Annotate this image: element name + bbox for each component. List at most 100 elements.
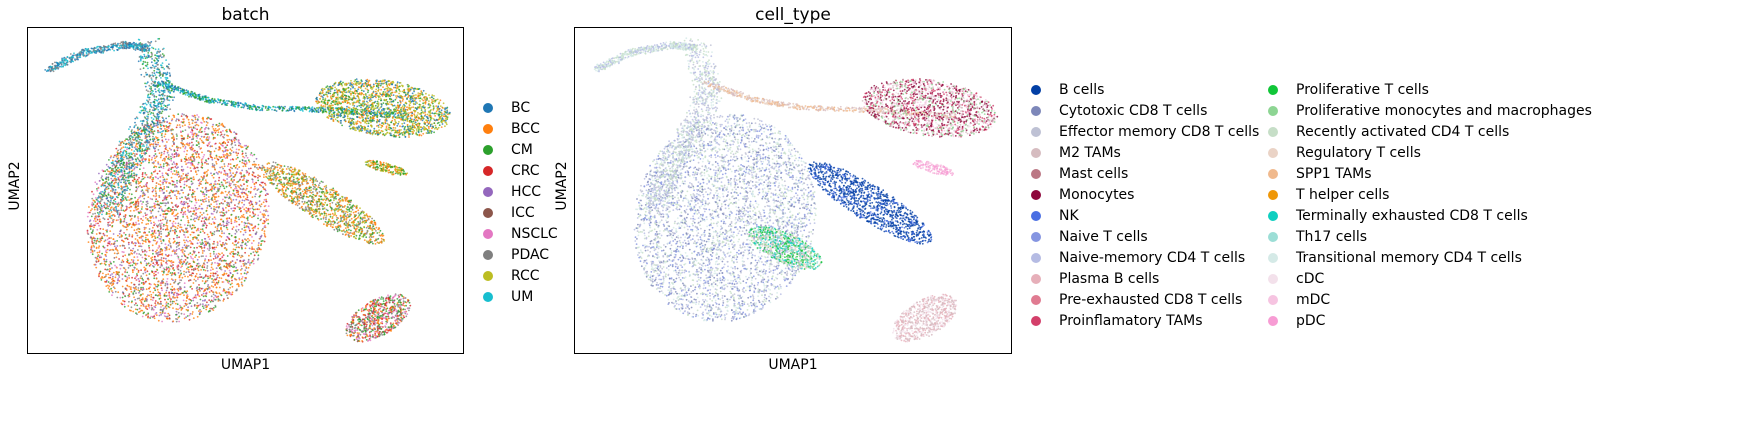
data-point — [118, 236, 121, 239]
data-point — [156, 172, 159, 175]
data-point — [93, 226, 95, 229]
data-point — [181, 255, 183, 258]
data-point — [86, 215, 89, 218]
data-point — [170, 159, 173, 162]
data-point — [175, 197, 178, 200]
data-point — [137, 216, 139, 218]
data-point — [162, 228, 165, 231]
data-point — [172, 264, 174, 266]
data-point — [178, 241, 181, 244]
data-point — [116, 296, 119, 299]
data-point — [167, 149, 169, 152]
data-point — [162, 215, 165, 218]
data-point — [151, 190, 154, 193]
data-point — [227, 221, 230, 224]
data-point — [195, 156, 198, 159]
data-point — [122, 142, 125, 145]
data-point — [109, 274, 112, 277]
data-point — [247, 237, 249, 240]
scatter-points-batch — [44, 37, 451, 343]
data-point — [136, 274, 139, 277]
data-point — [117, 234, 119, 237]
data-point — [210, 266, 213, 269]
data-point — [126, 276, 129, 279]
data-point — [91, 253, 94, 256]
data-point — [92, 224, 95, 227]
data-point — [96, 188, 98, 190]
data-point — [183, 273, 185, 276]
data-point — [200, 126, 203, 129]
data-point — [213, 248, 216, 251]
data-point — [201, 217, 204, 220]
data-point — [175, 246, 178, 248]
data-point — [140, 245, 143, 248]
data-point — [109, 224, 111, 227]
data-point — [238, 186, 241, 189]
data-point — [131, 249, 134, 252]
scatter-plot-area — [27, 27, 464, 354]
data-point — [160, 154, 163, 157]
data-point — [172, 161, 175, 164]
data-point — [171, 285, 174, 288]
data-point — [141, 315, 144, 318]
data-point — [198, 286, 201, 289]
data-point — [161, 218, 164, 221]
data-point — [141, 175, 144, 178]
data-point — [179, 262, 182, 265]
data-point — [228, 262, 231, 265]
data-point — [225, 206, 227, 209]
data-point — [184, 160, 187, 163]
data-point — [126, 278, 129, 280]
data-point — [156, 249, 158, 252]
data-point — [223, 225, 226, 227]
data-point — [190, 200, 193, 203]
data-point — [172, 241, 175, 244]
data-point — [165, 125, 168, 127]
data-point — [193, 190, 196, 193]
data-point — [189, 312, 192, 315]
data-point — [236, 156, 239, 159]
data-point — [234, 204, 236, 207]
data-point — [153, 154, 156, 157]
data-point — [213, 233, 216, 236]
data-point — [206, 269, 209, 272]
data-point — [183, 270, 186, 273]
data-point — [127, 267, 130, 269]
data-point — [98, 220, 101, 223]
data-point — [163, 152, 165, 155]
data-point — [199, 264, 202, 267]
data-point — [95, 266, 98, 269]
data-point — [122, 255, 124, 258]
data-point — [203, 250, 206, 252]
data-point — [133, 256, 136, 258]
data-point — [235, 230, 238, 233]
data-point — [252, 239, 255, 242]
data-point — [202, 299, 204, 302]
data-point — [108, 212, 111, 215]
data-point — [188, 123, 191, 126]
data-point — [157, 219, 160, 222]
data-point — [207, 169, 209, 172]
data-point — [238, 218, 241, 221]
data-point — [107, 218, 109, 221]
data-point — [136, 178, 139, 181]
data-point — [250, 186, 253, 189]
batch-panel: batch UMAP2 UMAP1 BC BCC CM CRC HCC ICC NSCLC P… — [0, 0, 560, 429]
chart-title: batch — [27, 5, 464, 25]
data-point — [264, 184, 267, 186]
data-point — [140, 143, 143, 145]
data-point — [181, 113, 184, 115]
data-point — [219, 211, 222, 214]
data-point — [206, 279, 209, 282]
data-point — [161, 136, 164, 139]
data-point — [217, 131, 220, 134]
data-point — [208, 286, 211, 289]
data-point — [164, 284, 167, 287]
data-point — [251, 246, 254, 249]
data-point — [165, 315, 168, 318]
data-point — [229, 286, 232, 289]
data-point — [249, 167, 252, 170]
data-point — [182, 173, 185, 175]
data-point — [160, 262, 163, 264]
data-point — [231, 285, 234, 288]
